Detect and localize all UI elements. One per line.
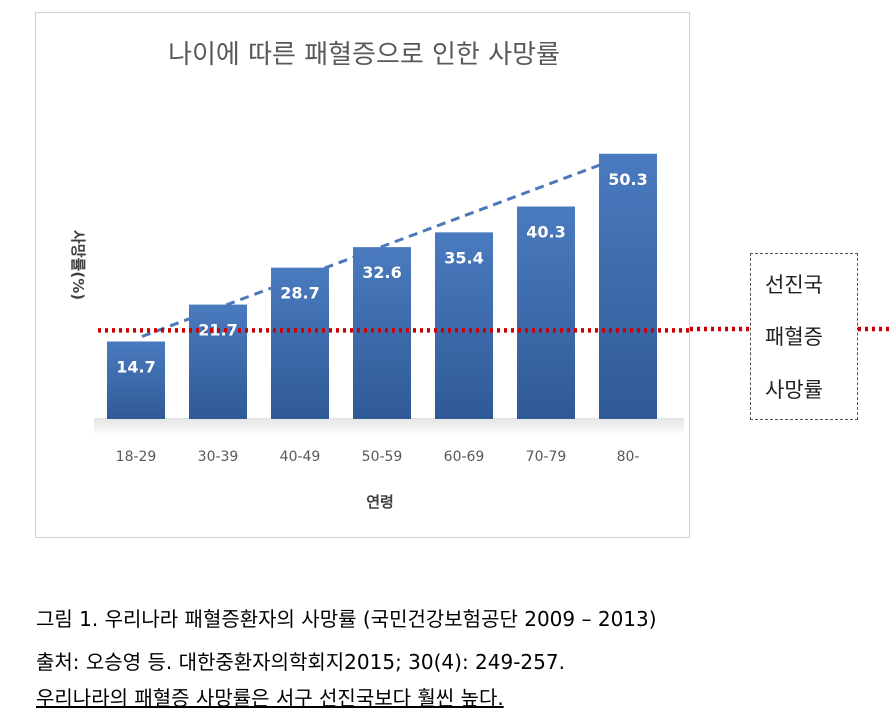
reference-line-tail [858,327,889,332]
data-label-18-29: 14.7 [116,357,155,376]
legend-box: 선진국 패혈증 사망률 [750,253,858,420]
bars-layer [107,153,657,420]
x-tick-80-: 80- [617,449,640,465]
data-label-70-79: 40.3 [526,223,565,242]
data-label-50-59: 32.6 [362,263,401,282]
chart-frame: 나이에 따른 패혈증으로 인한 사망률 14.7 21.7 28.7 32.6 35.4… [35,12,691,538]
chart-title: 나이에 따른 패혈증으로 인한 사망률 [168,40,560,70]
legend-line-3: 사망률 [765,377,823,402]
x-axis-label: 연령 [366,493,394,511]
x-tick-70-79: 70-79 [526,449,567,465]
bar-80- [599,153,657,420]
trend-line [141,162,604,338]
data-label-60-69: 35.4 [444,248,483,267]
lines-layer [98,162,691,338]
bar-40-49 [271,267,329,419]
data-label-40-49: 28.7 [280,284,319,303]
source-citation: 출처: 오승영 등. 대한중환자의학회지2015; 30(4): 249-257… [36,650,565,674]
data-label-30-39: 21.7 [198,321,237,340]
x-tick-18-29: 18-29 [116,449,157,465]
figure-caption: 그림 1. 우리나라 패혈증환자의 사망률 (국민건강보험공단 2009 – 2… [36,607,657,631]
x-ticks-layer: 18-29 30-39 40-49 50-59 60-69 70-79 80- [116,449,640,465]
reference-line-extension [690,327,752,332]
conclusion-text: 우리나라의 패혈증 사망률은 서구 선진국보다 훨씬 높다. [36,686,504,710]
legend-line-1: 선진국 [765,273,823,298]
bar-50-59 [353,247,411,419]
legend-line-2: 패혈증 [765,325,823,350]
data-label-80-: 50.3 [608,170,647,189]
bar-30-39 [189,304,247,419]
bar-70-79 [517,206,575,419]
bar-18-29 [107,341,165,419]
x-tick-50-59: 50-59 [362,449,403,465]
bar-chart: 나이에 따른 패혈증으로 인한 사망률 14.7 21.7 28.7 32.6 35.4… [69,40,691,511]
x-tick-40-49: 40-49 [280,449,321,465]
bar-60-69 [435,232,493,419]
y-axis-label: 사망률(%) [69,230,87,300]
data-labels-layer: 14.7 21.7 28.7 32.6 35.4 40.3 50.3 [116,170,647,377]
x-tick-30-39: 30-39 [198,449,239,465]
x-tick-60-69: 60-69 [444,449,485,465]
plot-floor [94,418,684,436]
